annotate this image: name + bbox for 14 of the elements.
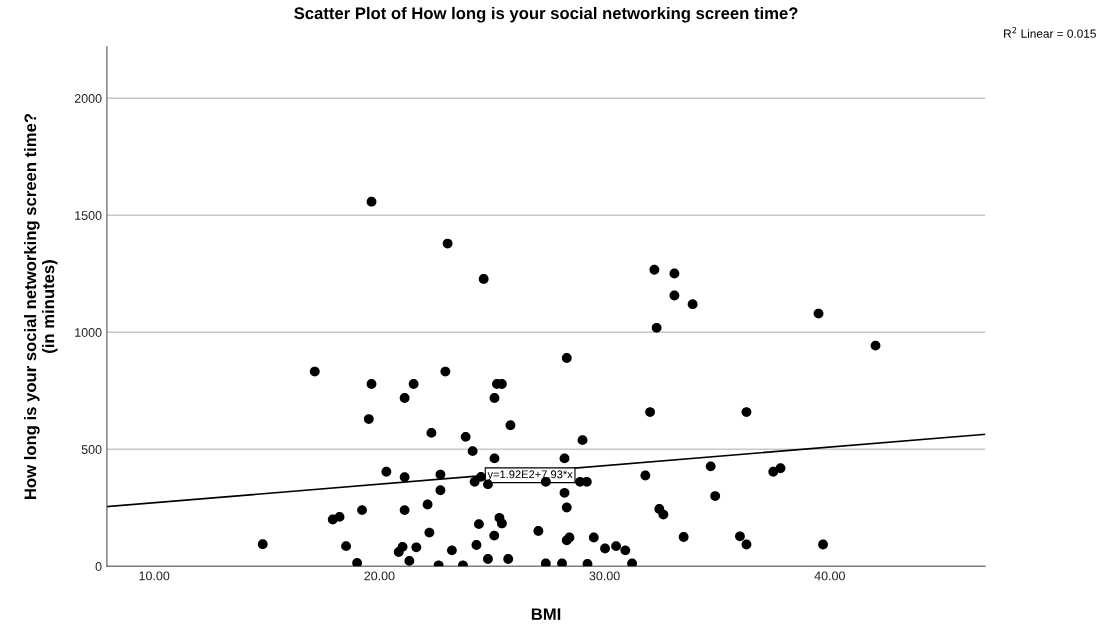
x-tick-label: 10.00 <box>139 571 170 581</box>
y-tick-label: 500 <box>81 445 102 454</box>
y-tick-label: 2000 <box>74 94 102 103</box>
y-tick-label: 1500 <box>75 211 102 220</box>
text: R$^{2}$ Linear = 0.015 <box>1004 27 1096 38</box>
y-axis-title: How long is your social networking screen time? (in minutes) <box>24 113 58 499</box>
chart-title: Scatter Plot of How long is your social networking screen time? <box>294 6 798 23</box>
x-axis-title: BMI <box>531 608 561 620</box>
x-tick-label: 40.00 <box>814 571 845 581</box>
x-tick-label: 20.00 <box>364 571 395 581</box>
annotation: y=1.92E2+7.93*x <box>487 470 573 481</box>
y-tick-label: 0 <box>95 562 102 571</box>
y-tick-label: 1000 <box>75 328 102 337</box>
x-tick-label: 30.00 <box>589 571 620 581</box>
